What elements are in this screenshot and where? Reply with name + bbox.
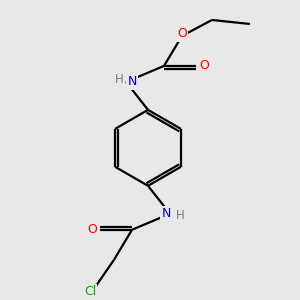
Text: H: H <box>176 209 184 222</box>
Text: Cl: Cl <box>84 285 96 298</box>
Text: N: N <box>161 207 171 220</box>
Text: H: H <box>115 74 123 86</box>
Text: O: O <box>177 28 187 40</box>
Text: N: N <box>127 75 137 88</box>
Text: O: O <box>87 223 97 236</box>
Text: O: O <box>199 59 209 72</box>
